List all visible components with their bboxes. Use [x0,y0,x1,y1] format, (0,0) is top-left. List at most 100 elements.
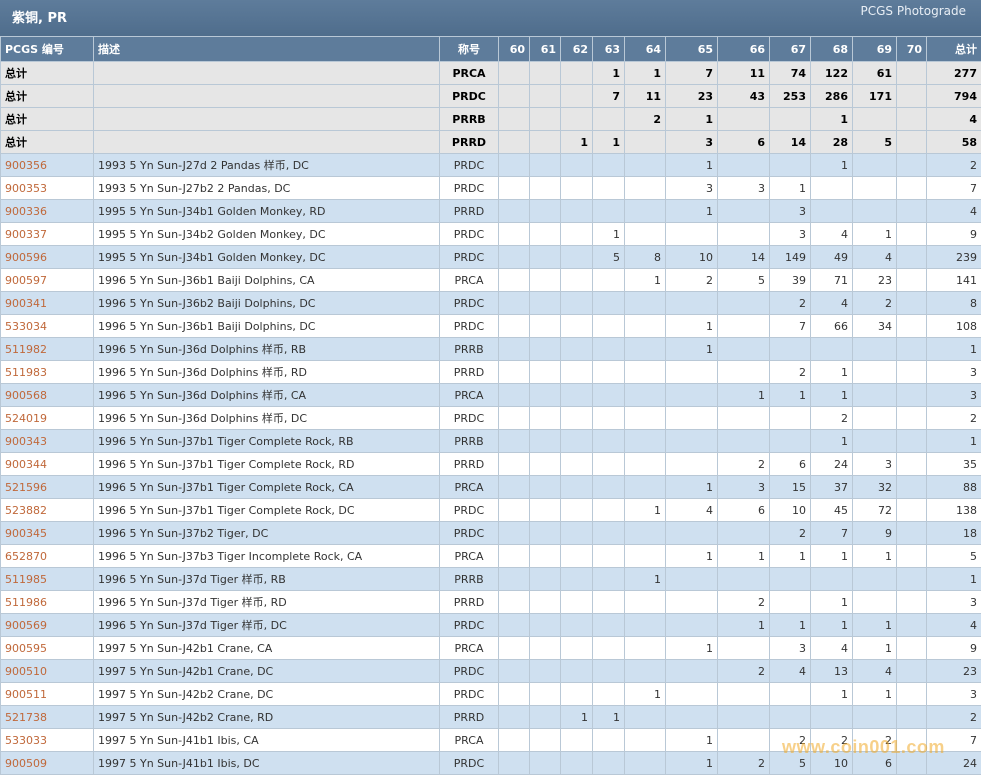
pcgs-photograde-link[interactable]: PCGS Photograde [860,4,966,18]
pcgs-number-link[interactable]: 900356 [5,158,47,172]
grade-67-cell: 6 [769,452,811,476]
grade-69-cell: 4 [852,659,897,683]
description-cell: 1997 5 Yn Sun-J41b1 Ibis, CA [93,728,440,752]
grade-64-cell: 8 [624,245,666,269]
pcgs-number-link[interactable]: 521738 [5,710,47,724]
grade-65-cell: 1 [665,751,718,775]
pcgs-number-link[interactable]: 900353 [5,181,47,195]
grade-62-cell [560,521,593,545]
grade-65-cell [665,406,718,430]
table-row: 900353 1993 5 Yn Sun-J27b2 2 Pandas, DC PR… [0,176,981,200]
pcgs-number-link[interactable]: 533034 [5,319,47,333]
grade-60-cell [498,636,530,660]
grade-60-cell [498,613,530,637]
pcgs-number-link[interactable]: 900336 [5,204,47,218]
grade-60-cell [498,337,530,361]
pcgs-number-link[interactable]: 900596 [5,250,47,264]
pcgs-number-link[interactable]: 900344 [5,457,47,471]
pcgs-number-link[interactable]: 900345 [5,526,47,540]
grade-69-cell [852,176,897,200]
grade-62-cell: 1 [560,705,593,729]
grade-62-cell [560,682,593,706]
grade-64-cell [624,452,666,476]
grade-61-cell [529,590,561,614]
grade-61-cell [529,245,561,269]
designation-cell: PRCA [439,61,499,85]
grade-70-cell [896,567,927,591]
grade-68-cell: 286 [810,84,853,108]
description-cell: 1995 5 Yn Sun-J34b2 Golden Monkey, DC [93,222,440,246]
grade-70-cell [896,337,927,361]
grade-67-cell: 3 [769,636,811,660]
total-cell: 1 [926,429,981,453]
grade-60-cell [498,130,530,154]
grade-64-cell [624,153,666,177]
pcgs-number-link[interactable]: 900341 [5,296,47,310]
pcgs-number-link[interactable]: 900569 [5,618,47,632]
header-col-grade-60: 60 [498,36,530,62]
grade-68-cell [810,176,853,200]
grade-61-cell [529,107,561,131]
grade-64-cell [624,222,666,246]
grade-60-cell [498,107,530,131]
grade-60-cell [498,406,530,430]
pcgs-number-link[interactable]: 511986 [5,595,47,609]
pcgs-number-link[interactable]: 900597 [5,273,47,287]
grade-60-cell [498,153,530,177]
total-cell: 794 [926,84,981,108]
pcgs-number-link[interactable]: 524019 [5,411,47,425]
pcgs-number-cell: 900511 [0,682,94,706]
pcgs-number-link[interactable]: 511982 [5,342,47,356]
total-cell: 58 [926,130,981,154]
grade-62-cell [560,245,593,269]
grade-61-cell [529,360,561,384]
grade-62-cell [560,107,593,131]
grade-69-cell [852,590,897,614]
grade-62-cell [560,613,593,637]
grade-63-cell [592,613,625,637]
grade-67-cell: 10 [769,498,811,522]
pcgs-number-link[interactable]: 900511 [5,687,47,701]
table-row: 511985 1996 5 Yn Sun-J37d Tiger 样币, RB PRR… [0,567,981,591]
designation-cell: PRDC [439,222,499,246]
grade-60-cell [498,383,530,407]
designation-cell: PRRB [439,337,499,361]
pcgs-number-link[interactable]: 900510 [5,664,47,678]
pcgs-number-link[interactable]: 900568 [5,388,47,402]
grade-61-cell [529,728,561,752]
grade-61-cell [529,130,561,154]
total-cell: 7 [926,176,981,200]
pcgs-number-link[interactable]: 900343 [5,434,47,448]
grade-63-cell [592,429,625,453]
grade-67-cell [769,705,811,729]
grade-68-cell: 4 [810,291,853,315]
description-cell: 1993 5 Yn Sun-J27b2 2 Pandas, DC [93,176,440,200]
pcgs-number-link[interactable]: 900595 [5,641,47,655]
pcgs-number-cell: 524019 [0,406,94,430]
grade-66-cell: 1 [717,613,770,637]
grade-65-cell: 1 [665,107,718,131]
grade-60-cell [498,199,530,223]
pcgs-number-link[interactable]: 511983 [5,365,47,379]
grade-70-cell [896,590,927,614]
grade-60-cell [498,291,530,315]
total-cell: 23 [926,659,981,683]
grade-67-cell: 3 [769,199,811,223]
pcgs-no-cell: 总计 [0,84,94,108]
pcgs-number-link[interactable]: 521596 [5,480,47,494]
pcgs-number-link[interactable]: 900509 [5,756,47,770]
grade-68-cell: 1 [810,613,853,637]
pcgs-number-link[interactable]: 511985 [5,572,47,586]
total-cell: 3 [926,383,981,407]
grade-64-cell [624,636,666,660]
grade-67-cell: 2 [769,521,811,545]
pcgs-number-link[interactable]: 523882 [5,503,47,517]
pcgs-number-link[interactable]: 533033 [5,733,47,747]
grade-64-cell: 1 [624,567,666,591]
grade-60-cell [498,452,530,476]
pcgs-number-link[interactable]: 652870 [5,549,47,563]
pcgs-number-link[interactable]: 900337 [5,227,47,241]
header-col-grade-62: 62 [560,36,593,62]
description-cell: 1996 5 Yn Sun-J37b2 Tiger, DC [93,521,440,545]
grade-63-cell [592,291,625,315]
